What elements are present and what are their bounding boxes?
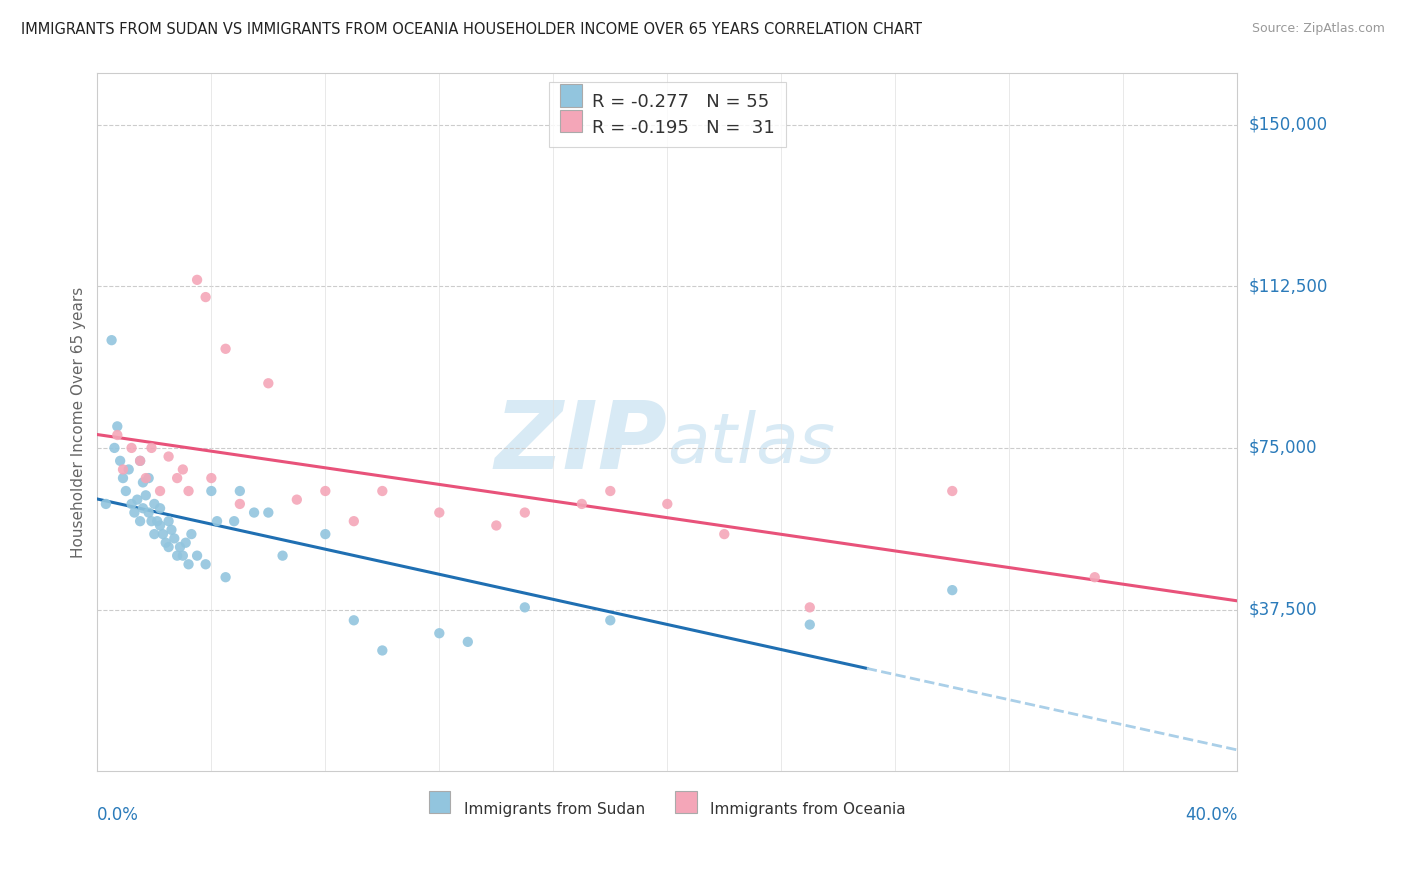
Point [172, 462, 194, 476]
Point [146, 514, 169, 528]
Point [157, 540, 180, 554]
Point [169, 540, 191, 554]
Text: IMMIGRANTS FROM SUDAN VS IMMIGRANTS FROM OCEANIA HOUSEHOLDER INCOME OVER 65 YEAR: IMMIGRANTS FROM SUDAN VS IMMIGRANTS FROM… [21, 22, 922, 37]
Point [513, 600, 536, 615]
Point [314, 483, 336, 498]
Point [166, 549, 188, 563]
Point [243, 506, 266, 520]
Point [121, 497, 143, 511]
Point [571, 497, 593, 511]
Point [129, 514, 152, 528]
Point [129, 454, 152, 468]
Point [124, 506, 146, 520]
Point [371, 643, 394, 657]
Point [194, 290, 217, 304]
Point [138, 506, 160, 520]
Point [149, 483, 172, 498]
Point [941, 483, 963, 498]
Point [132, 501, 155, 516]
Point [224, 514, 246, 528]
Text: 0.0%: 0.0% [97, 806, 139, 824]
Point [186, 549, 208, 563]
Point [155, 535, 177, 549]
Point [229, 483, 252, 498]
Point [135, 471, 157, 485]
Y-axis label: Householder Income Over 65 years: Householder Income Over 65 years [72, 286, 86, 558]
Point [713, 527, 735, 541]
Point [121, 441, 143, 455]
Point [200, 471, 222, 485]
Point [371, 483, 394, 498]
Point [186, 273, 208, 287]
Point [177, 558, 200, 572]
Text: 40.0%: 40.0% [1185, 806, 1237, 824]
Point [127, 492, 149, 507]
Point [160, 523, 183, 537]
Point [427, 626, 450, 640]
Point [457, 635, 479, 649]
Text: ZIP: ZIP [495, 397, 668, 489]
Point [157, 514, 180, 528]
Point [105, 419, 128, 434]
Text: $75,000: $75,000 [1249, 439, 1317, 457]
Point [257, 376, 280, 391]
Point [214, 342, 236, 356]
Point [599, 483, 621, 498]
Legend: R = -0.277   N = 55, R = -0.195   N =  31: R = -0.277 N = 55, R = -0.195 N = 31 [548, 82, 786, 147]
Point [141, 514, 163, 528]
Point [205, 514, 228, 528]
Point [941, 583, 963, 598]
Text: $112,500: $112,500 [1249, 277, 1327, 295]
Point [229, 497, 252, 511]
Point [257, 506, 280, 520]
Point [111, 471, 134, 485]
Point [200, 483, 222, 498]
Point [172, 549, 194, 563]
Point [1084, 570, 1107, 584]
Point [427, 506, 450, 520]
Text: $150,000: $150,000 [1249, 116, 1327, 134]
Point [180, 527, 202, 541]
Point [799, 617, 821, 632]
Point [143, 497, 166, 511]
Point [285, 492, 308, 507]
Point [111, 462, 134, 476]
Text: atlas: atlas [668, 409, 835, 476]
Point [149, 518, 172, 533]
Point [343, 613, 366, 627]
Point [174, 535, 197, 549]
Point [214, 570, 236, 584]
Point [194, 558, 217, 572]
Text: $37,500: $37,500 [1249, 600, 1317, 618]
Point [485, 518, 508, 533]
Point [132, 475, 155, 490]
Point [94, 497, 117, 511]
Point [103, 441, 125, 455]
Point [143, 527, 166, 541]
Point [157, 450, 180, 464]
Point [105, 428, 128, 442]
Point [149, 501, 172, 516]
Point [118, 462, 141, 476]
Point [657, 497, 679, 511]
Point [314, 527, 336, 541]
Point [343, 514, 366, 528]
Point [100, 333, 122, 347]
Point [513, 506, 536, 520]
Point [166, 471, 188, 485]
Point [115, 483, 138, 498]
Point [599, 613, 621, 627]
Point [141, 441, 163, 455]
Point [152, 527, 174, 541]
Point [108, 454, 131, 468]
Point [135, 488, 157, 502]
Text: Source: ZipAtlas.com: Source: ZipAtlas.com [1251, 22, 1385, 36]
Point [799, 600, 821, 615]
Point [129, 454, 152, 468]
Point [177, 483, 200, 498]
Point [138, 471, 160, 485]
Point [271, 549, 294, 563]
Point [163, 532, 186, 546]
